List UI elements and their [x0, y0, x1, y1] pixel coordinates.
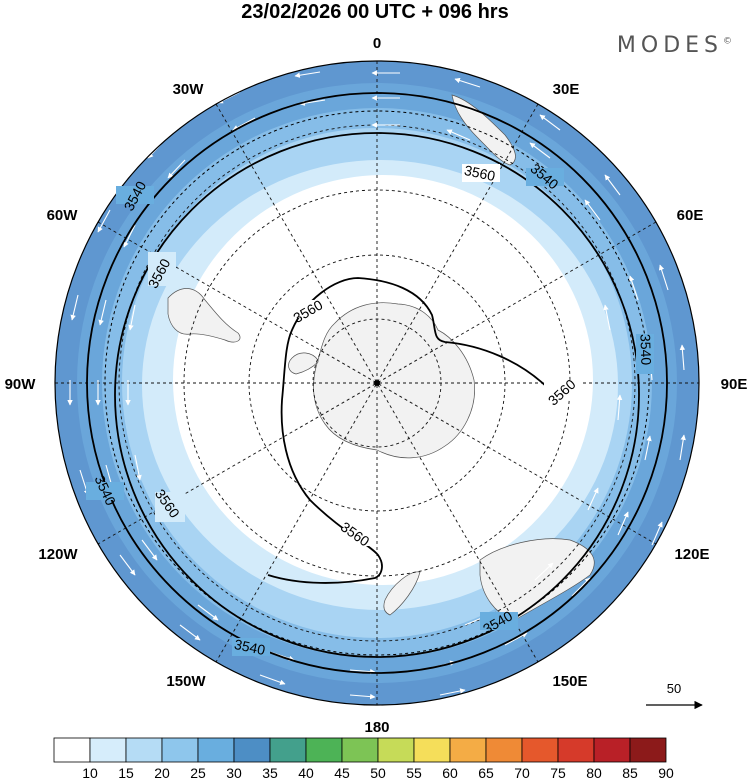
brand-text: MODES [616, 33, 723, 58]
lon-label-150e: 150E [552, 673, 587, 690]
lon-label-90e: 90E [721, 376, 748, 393]
colorbar-swatch [449, 737, 487, 763]
colorbar-label: 40 [298, 765, 314, 781]
colorbar-swatch [521, 737, 559, 763]
colorbar-swatch [557, 737, 595, 763]
contour-3540-outer [86, 92, 668, 674]
lon-label-30e: 30E [553, 81, 580, 98]
contour-label-3560-n: 3560 [463, 162, 497, 184]
colorbar-label: 25 [190, 765, 206, 781]
brand-logo: MODES© [617, 33, 732, 58]
colorbar-label: 70 [514, 765, 530, 781]
map-title: 23/02/2026 00 UTC + 096 hrs [241, 1, 509, 23]
lon-label-30w: 30W [173, 81, 205, 98]
colorbar-swatch [413, 737, 451, 763]
colorbar-label: 35 [262, 765, 278, 781]
colorbar-label: 55 [406, 765, 422, 781]
colorbar-swatch [125, 737, 163, 763]
colorbar-label: 85 [622, 765, 638, 781]
contour-label-3540-e: 3540 [637, 334, 654, 366]
colorbar-swatch [89, 737, 127, 763]
colorbar-label: 15 [118, 765, 134, 781]
contour-3560-outer [114, 132, 640, 658]
colorbar: 10 15 20 25 30 35 40 45 50 55 60 65 70 75 80 85 90 [53, 737, 674, 781]
colorbar-swatch [197, 737, 235, 763]
colorbar-label: 75 [550, 765, 566, 781]
contour-labels: 3540 3540 3540 3540 3540 3540 3560 3560 … [86, 160, 654, 658]
south-america [167, 288, 241, 343]
lon-label-90w: 90W [5, 376, 37, 393]
colorbar-label: 90 [658, 765, 674, 781]
reference-vector-label: 50 [667, 681, 681, 696]
colorbar-label: 20 [154, 765, 170, 781]
lon-label-60w: 60W [47, 207, 79, 224]
colorbar-swatch [305, 737, 343, 763]
contour-dashed-outer [104, 110, 650, 656]
contour-label-3540-s: 3540 [233, 636, 267, 658]
brand-mark: © [723, 36, 732, 47]
antarctica [313, 302, 475, 459]
lon-label-180: 180 [364, 719, 389, 736]
new-zealand [383, 571, 421, 616]
longitude-labels: 0 30E 60E 90E 120E 150E 180 150W 120W 90… [5, 35, 748, 736]
lon-label-60e: 60E [677, 207, 704, 224]
lon-label-150w: 150W [166, 673, 206, 690]
colorbar-label: 30 [226, 765, 242, 781]
colorbar-label: 45 [334, 765, 350, 781]
colorbar-label: 10 [82, 765, 98, 781]
lon-label-120w: 120W [38, 546, 78, 563]
lon-label-0: 0 [373, 35, 381, 52]
africa [451, 94, 516, 166]
colorbar-swatch [341, 737, 379, 763]
colorbar-swatch [53, 737, 91, 763]
colorbar-swatch [485, 737, 523, 763]
map-border [54, 60, 700, 706]
reference-vector: 50 [646, 681, 703, 710]
colorbar-label: 50 [370, 765, 386, 781]
colorbar-swatch [593, 737, 631, 763]
colorbar-label: 80 [586, 765, 602, 781]
south-pole-dot [374, 380, 380, 386]
colorbar-swatch [233, 737, 271, 763]
colorbar-label: 65 [478, 765, 494, 781]
antarctic-peninsula [288, 352, 319, 375]
lon-label-120e: 120E [674, 546, 709, 563]
colorbar-label: 60 [442, 765, 458, 781]
colorbar-swatch [269, 737, 307, 763]
colorbar-swatch [377, 737, 415, 763]
colorbar-swatch [629, 737, 667, 763]
colorbar-swatch [161, 737, 199, 763]
